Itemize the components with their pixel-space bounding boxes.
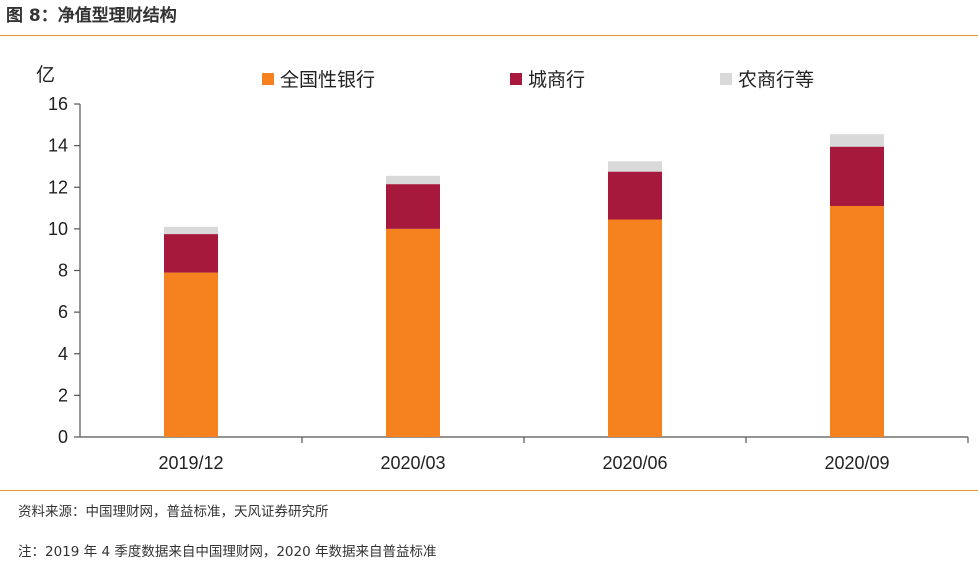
legend-label: 农商行等 [738,69,814,91]
stacked-bar-chart: 0 2 4 6 8 10 12 14 16 亿 2019/12 2020/03 2020/06 2020/… [36,64,969,473]
x-tick-label: 2020/09 [824,453,889,473]
bar-segment [608,161,662,172]
legend: 全国性银行 城商行 农商行等 [262,69,814,91]
figure-title: 图 8：净值型理财结构 [6,6,177,26]
y-tick-label: 0 [58,427,68,447]
y-tick-label: 16 [48,94,68,114]
bar-segment [164,234,218,273]
bar-segment [830,134,884,147]
y-tick-label: 8 [58,261,68,281]
x-tick-label: 2019/12 [158,453,223,473]
y-tick-label: 14 [48,136,68,156]
bar-segment [386,175,440,185]
bar-segment [386,228,440,437]
legend-label: 城商行 [528,69,585,91]
bar-segment [608,171,662,220]
y-tick-label: 12 [48,177,68,197]
bottom-rule [0,490,978,491]
bar-segment [830,205,884,437]
legend-swatch [510,73,522,85]
y-tick-label: 4 [58,344,68,364]
bar-segment [830,146,884,206]
source-note: 资料来源：中国理财网，普益标准，天风证券研究所 [18,504,329,520]
axes: 0 2 4 6 8 10 12 14 16 亿 2019/12 2020/03 2020/06 2020/… [36,64,969,473]
legend-swatch [262,73,274,85]
legend-swatch [720,73,732,85]
bar-segment [164,272,218,437]
bar-segment [164,226,218,235]
footnote: 注：2019 年 4 季度数据来自中国理财网，2020 年数据来自普益标准 [18,544,437,560]
y-tick-label: 6 [58,302,68,322]
bar-segment [386,184,440,229]
y-tick-label: 2 [58,385,68,405]
bar-segment [608,219,662,437]
legend-label: 全国性银行 [280,69,375,91]
top-rule [0,35,978,36]
y-axis-unit-label: 亿 [36,64,55,86]
x-tick-label: 2020/06 [602,453,667,473]
y-tick-label: 10 [48,219,68,239]
x-tick-label: 2020/03 [380,453,445,473]
bar-group [164,134,884,437]
